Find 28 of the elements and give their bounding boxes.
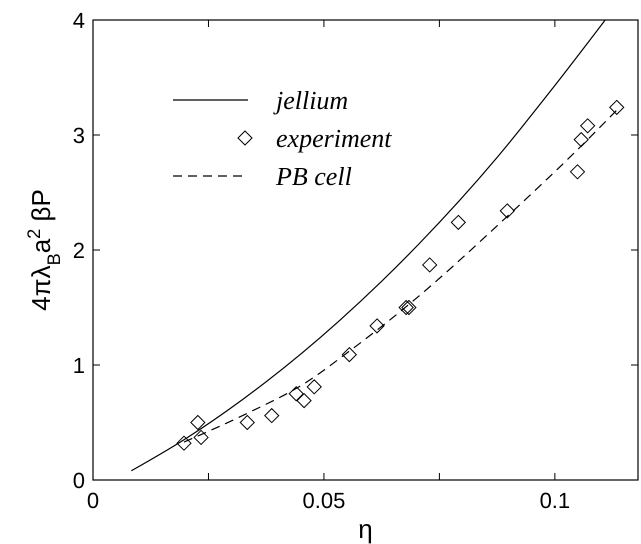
point: [574, 132, 589, 148]
point: [176, 436, 192, 451]
point: [370, 318, 385, 334]
y-tick-label: 2: [72, 238, 85, 263]
point: [194, 430, 209, 445]
x-tick-label: 0.05: [302, 488, 346, 513]
point: [609, 100, 624, 115]
point: [190, 415, 206, 430]
y-tick-label: 1: [72, 353, 85, 378]
x-tick-label: 0.1: [540, 488, 570, 513]
y-tick-label: 4: [72, 8, 85, 33]
legend-label: experiment: [276, 124, 392, 153]
point: [500, 203, 515, 218]
point: [240, 415, 255, 430]
point: [342, 347, 357, 362]
point: [306, 379, 322, 394]
legend-label: jellium: [273, 86, 348, 115]
point: [450, 214, 466, 230]
point: [422, 257, 438, 272]
point: [580, 118, 596, 134]
point: [570, 164, 585, 180]
legend-label: PB cell: [275, 162, 352, 191]
point: [288, 386, 304, 402]
x-axis-title: η: [358, 514, 373, 544]
point: [264, 408, 280, 424]
y-tick-label: 3: [72, 123, 85, 148]
point: [296, 393, 312, 408]
y-tick-label: 0: [72, 468, 85, 493]
